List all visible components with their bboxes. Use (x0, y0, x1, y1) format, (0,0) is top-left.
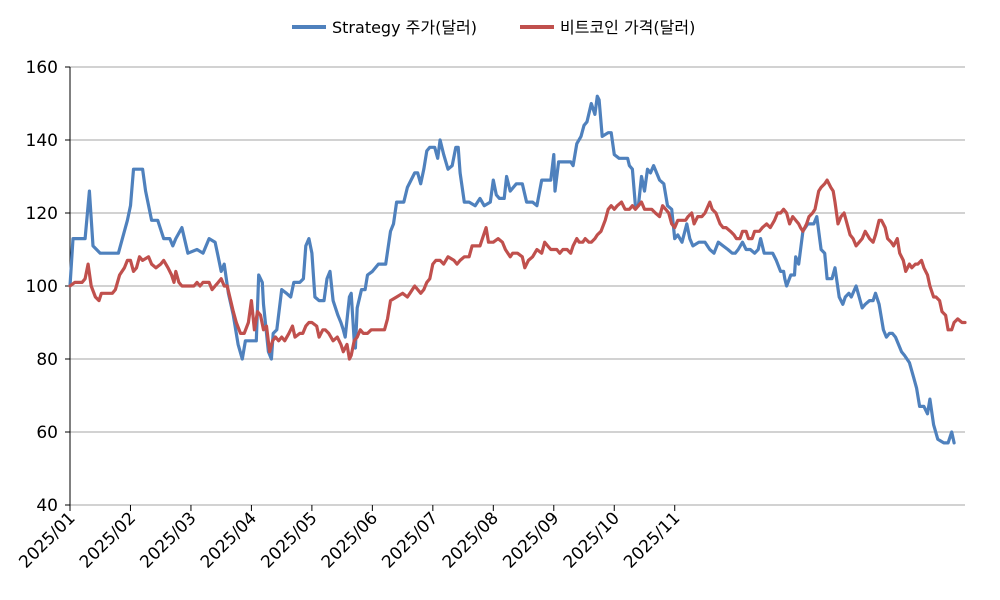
series-group (68, 94, 967, 445)
legend-label: 비트코인 가격(달러) (560, 18, 695, 37)
x-tick-label: 2025/01 (15, 508, 79, 572)
y-tick-label: 140 (26, 131, 58, 151)
y-tick-label: 100 (26, 277, 58, 297)
x-tick-label: 2025/06 (318, 508, 382, 572)
y-tick-label: 60 (36, 423, 58, 443)
x-tick-label: 2025/09 (499, 508, 563, 572)
x-tick-label: 2025/02 (76, 508, 140, 572)
y-tick-label: 40 (36, 496, 58, 516)
x-tick-label: 2025/05 (257, 508, 321, 572)
y-tick-label: 120 (26, 204, 58, 224)
x-axis: 2025/012025/022025/032025/042025/052025/… (15, 505, 684, 572)
x-tick-label: 2025/03 (136, 508, 200, 572)
x-tick-label: 2025/07 (378, 508, 442, 572)
x-tick-label: 2025/08 (439, 508, 503, 572)
legend: Strategy 주가(달러) 비트코인 가격(달러) (292, 18, 695, 37)
y-tick-label: 80 (36, 350, 58, 370)
grid-lines (70, 66, 965, 506)
legend-label: Strategy 주가(달러) (332, 18, 477, 37)
series-line-strategy (68, 94, 956, 445)
x-tick-label: 2025/04 (197, 508, 261, 572)
x-tick-label: 2025/11 (620, 508, 684, 572)
series-line-bitcoin (68, 178, 967, 361)
y-tick-label: 160 (26, 58, 58, 78)
x-tick-label: 2025/10 (560, 508, 624, 572)
y-axis: 40 60 80 100 120 140 160 (26, 58, 71, 516)
